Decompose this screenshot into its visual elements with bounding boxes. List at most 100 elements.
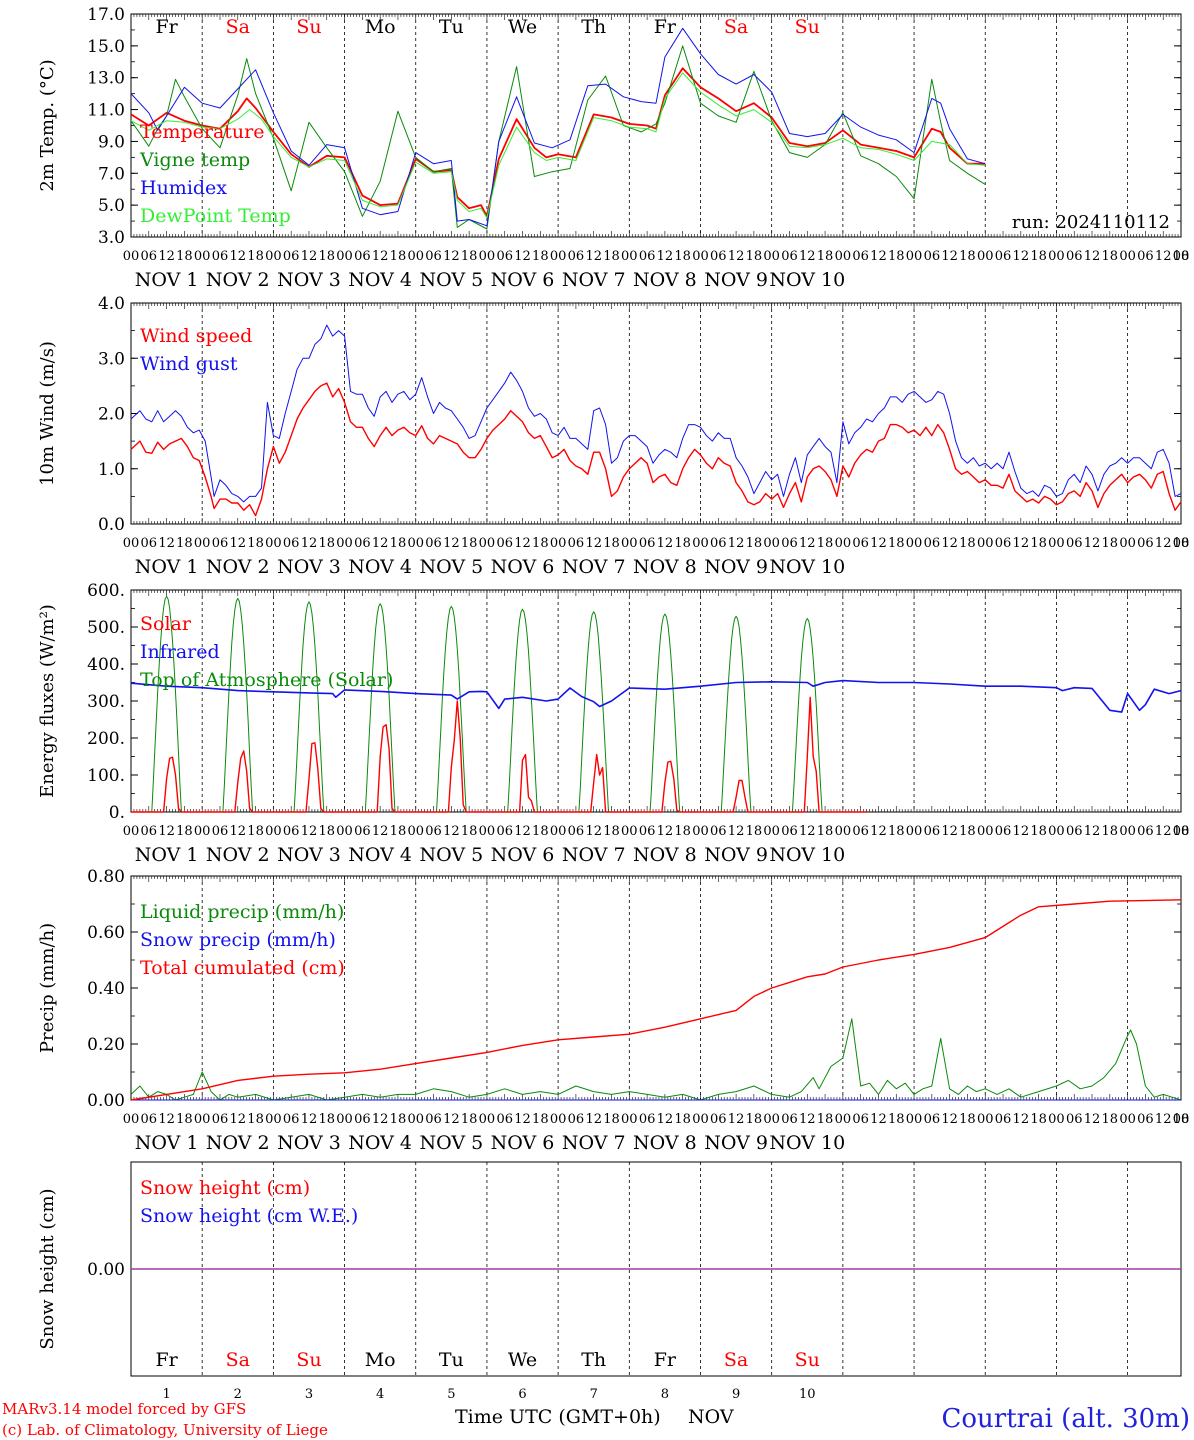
x-hour-label: 12	[372, 824, 389, 839]
solar-line	[653, 760, 683, 813]
day-name-label: Tu	[439, 16, 464, 38]
x-hour-label: 00	[1119, 536, 1136, 551]
y-tick-label: 0.00	[87, 1091, 125, 1111]
day-name-label: Su	[296, 1349, 321, 1371]
x-hour-label: 00	[835, 1112, 852, 1127]
y-tick-label: 3.0	[98, 228, 125, 248]
x-hour-label: 06	[995, 1112, 1012, 1127]
wind-gust-line	[130, 324, 1182, 503]
day-name-label: Su	[795, 1349, 820, 1371]
x-hour-label: 12	[657, 249, 674, 264]
x-hour-label: 18	[532, 1112, 549, 1127]
solar-line	[439, 700, 470, 813]
y-tick-label: 5.0	[98, 196, 125, 216]
x-hour-label: 06	[852, 1112, 869, 1127]
x-hour-label: 12	[301, 1112, 318, 1127]
x-date-label: NOV 7	[562, 844, 626, 866]
x-date-label: NOV 7	[562, 556, 626, 578]
x-hour-label: 12	[1084, 1112, 1101, 1127]
x-hour-label: 06	[141, 1112, 158, 1127]
x-hour-label: 18	[390, 824, 407, 839]
x-hour-label: 06	[212, 824, 229, 839]
legend-entry: Liquid precip (mm/h)	[140, 901, 344, 923]
x-hour-label: 00	[906, 1112, 923, 1127]
x-date-label: NOV 9	[704, 556, 768, 578]
x-hour-label: 06	[852, 536, 869, 551]
x-hour-label: 18	[532, 249, 549, 264]
x-hour-label: 18	[247, 536, 264, 551]
x-axis-label: Time UTC (GMT+0h)	[455, 1406, 661, 1428]
x-hour-label: 00	[336, 536, 353, 551]
x-hour-label: 00	[1119, 249, 1136, 264]
solar-line	[795, 696, 826, 813]
x-hour-label: 12	[514, 249, 531, 264]
legend-entry: Infrared	[140, 641, 220, 663]
x-hour-label: 12	[230, 536, 247, 551]
x-hour-label: 12	[657, 1112, 674, 1127]
x-hour-label: 06	[710, 536, 727, 551]
y-tick-label: 300.	[87, 692, 125, 712]
x-hour-label: 00	[1048, 249, 1065, 264]
x-hour-label: 06	[212, 249, 229, 264]
x-hour-label: 18	[1173, 1112, 1190, 1127]
day-name-label: Mo	[365, 16, 396, 38]
x-hour-label: 18	[1030, 536, 1047, 551]
x-hour-label: 06	[710, 249, 727, 264]
x-hour-label: 18	[318, 824, 335, 839]
day-number-label: 2	[234, 1387, 242, 1402]
x-hour-label: 00	[835, 536, 852, 551]
x-date-label: NOV 5	[419, 1132, 483, 1154]
x-date-label: NOV 6	[491, 556, 555, 578]
x-hour-label: 12	[585, 536, 602, 551]
x-hour-label: 00	[336, 1112, 353, 1127]
x-hour-label: 12	[1013, 1112, 1030, 1127]
x-hour-label: 12	[728, 249, 745, 264]
x-hour-label: 06	[141, 824, 158, 839]
x-hour-label: 06	[354, 1112, 371, 1127]
x-hour-label: 00	[1119, 1112, 1136, 1127]
x-hour-label: 12	[372, 1112, 389, 1127]
x-hour-label: 00	[123, 249, 140, 264]
x-hour-label: 12	[1084, 824, 1101, 839]
x-hour-label: 00	[1173, 824, 1190, 839]
x-hour-label: 18	[1102, 1112, 1119, 1127]
x-hour-label: 12	[799, 249, 816, 264]
x-hour-label: 06	[781, 249, 798, 264]
x-date-label: NOV 2	[206, 269, 270, 291]
x-hour-label: 18	[1173, 824, 1190, 839]
x-date-label: NOV 4	[348, 844, 412, 866]
x-hour-label: 12	[443, 1112, 460, 1127]
x-hour-label: 18	[532, 536, 549, 551]
x-hour-label: 06	[852, 249, 869, 264]
x-date-label: NOV 1	[135, 556, 199, 578]
y-tick-label: 0.20	[87, 1035, 125, 1055]
x-date-label: NOV 8	[633, 844, 697, 866]
x-date-label: NOV 10	[769, 844, 845, 866]
x-hour-label: 00	[906, 536, 923, 551]
x-date-label: NOV 10	[769, 556, 845, 578]
x-hour-label: 12	[1013, 824, 1030, 839]
solar-line	[297, 742, 327, 813]
x-hour-label: 18	[746, 824, 763, 839]
x-hour-label: 18	[247, 1112, 264, 1127]
x-date-label: NOV 8	[633, 269, 697, 291]
x-hour-label: 06	[496, 536, 513, 551]
x-hour-label: 00	[692, 249, 709, 264]
x-hour-label: 06	[496, 249, 513, 264]
toa-solar-line	[222, 598, 254, 813]
toa-solar-line	[649, 613, 681, 813]
y-tick-label: 200.	[87, 729, 125, 749]
x-hour-label: 06	[1066, 824, 1083, 839]
x-hour-label: 00	[906, 249, 923, 264]
toa-solar-line	[436, 605, 467, 813]
x-date-label: NOV 1	[135, 269, 199, 291]
x-hour-label: 12	[372, 249, 389, 264]
wind-speed-line	[130, 382, 1182, 517]
x-hour-label: 18	[318, 249, 335, 264]
x-hour-label: 18	[318, 536, 335, 551]
day-name-label: Sa	[724, 1349, 748, 1371]
x-date-label: NOV 2	[206, 556, 270, 578]
x-hour-label: 18	[603, 249, 620, 264]
day-name-label: Sa	[226, 16, 250, 38]
